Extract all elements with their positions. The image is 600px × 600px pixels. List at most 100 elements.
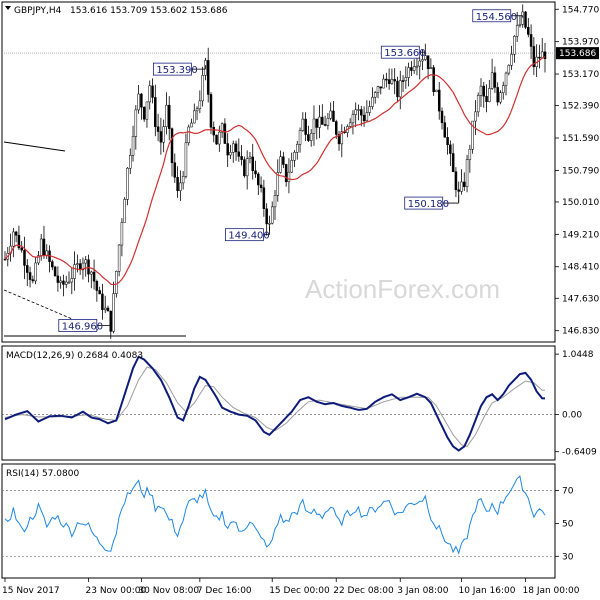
candle-body [103, 307, 107, 311]
candle-body [98, 290, 101, 295]
candle-body [348, 122, 352, 127]
macd-line [4, 355, 545, 452]
time-tick-label: 22 Dec 08:00 [333, 586, 394, 596]
candle-body [76, 263, 79, 265]
time-tick-label: 15 Nov 2017 [2, 586, 60, 596]
candle-body [254, 170, 257, 175]
candle-body [543, 51, 547, 59]
macd-tick-label: -0.6409 [562, 448, 597, 458]
time-tick-label: 30 Nov 08:00 [138, 586, 199, 596]
candle-body [231, 143, 235, 153]
candle-body [14, 231, 18, 236]
candle-body [259, 184, 263, 188]
candle-body [140, 93, 143, 108]
candle-body [115, 271, 118, 294]
candle-body [42, 238, 46, 256]
annotation-label: 153.390 [156, 65, 197, 76]
candle-body [351, 114, 355, 124]
candle-body [399, 80, 402, 98]
candle-body [385, 78, 388, 81]
candle-body [53, 266, 57, 277]
candle-body [474, 111, 477, 122]
candle-body [112, 293, 115, 332]
candle-body [418, 60, 421, 67]
candle-body [265, 208, 268, 225]
candle-body [454, 171, 458, 191]
candle-body [390, 79, 394, 84]
candle-body [527, 27, 530, 35]
time-tick-label: 23 Nov 00:00 [86, 586, 147, 596]
candle-body [12, 231, 15, 247]
candle-body [482, 85, 486, 97]
trend-line-upper [3, 141, 66, 152]
watermark: ActionForex.com [305, 274, 500, 304]
candle-body [120, 222, 124, 246]
candle-body [298, 130, 302, 145]
candle-body [360, 109, 363, 116]
candle-body [181, 176, 185, 184]
candle-body [493, 72, 497, 88]
candle-body [415, 65, 419, 68]
candle-body [81, 262, 85, 271]
candle-body [463, 181, 466, 187]
candle-body [290, 160, 293, 173]
candle-body [401, 80, 405, 82]
candle-body [393, 79, 396, 82]
candle-body [282, 156, 285, 165]
candle-body [145, 101, 149, 120]
candle-body [212, 127, 216, 136]
candle-body [437, 89, 441, 112]
candle-body [248, 156, 252, 159]
candle-body [334, 121, 338, 135]
price-layer: 153.390 149.400 146.960 153.660 150.180 154.5… [2, 4, 555, 339]
annotation-box [225, 228, 264, 242]
candle-body [237, 151, 241, 157]
candle-body [373, 92, 377, 98]
candle-body [251, 156, 254, 172]
moving-average-line [4, 56, 546, 286]
candle-body [270, 206, 274, 224]
candle-body [156, 126, 160, 132]
candle-body [223, 123, 227, 144]
price-tick-label: 154.770 [562, 5, 599, 15]
candle-body [368, 106, 371, 113]
candle-body [354, 109, 357, 115]
candle-body [312, 118, 316, 134]
candle-body [499, 92, 502, 103]
price-tick-label: 150.010 [562, 198, 599, 208]
candle-body [109, 310, 113, 332]
candle-body [220, 123, 224, 133]
candle-body [321, 116, 324, 125]
candle-body [318, 116, 321, 128]
candle-body [184, 142, 188, 177]
candle-body [357, 109, 360, 111]
rsi-label: RSI(14) 57.0800 [6, 469, 79, 479]
candle-body [56, 275, 60, 283]
price-tick-label: 147.630 [562, 294, 599, 304]
candle-body [443, 122, 447, 138]
candle-body [131, 136, 135, 156]
time-tick-label: 3 Jan 08:00 [397, 586, 449, 596]
candle-body [106, 307, 110, 312]
candle-body [376, 86, 380, 93]
candle-body [412, 66, 416, 71]
macd-tick-label: 1.0448 [562, 350, 594, 360]
candle-body [170, 128, 174, 163]
candle-body [28, 272, 32, 280]
candle-body [449, 144, 452, 154]
candle-body [218, 131, 221, 145]
candle-body [59, 280, 62, 283]
candle-body [148, 85, 151, 103]
candle-body [496, 87, 499, 103]
axis-layer: 154.770 153.970 153.170 152.390 151.590 150.7… [2, 5, 599, 596]
time-tick-label: 10 Jan 16:00 [458, 586, 515, 596]
annotation-label: 153.660 [384, 48, 425, 59]
candle-body [262, 187, 266, 209]
symbol-header: GBPJPY,H4 [14, 6, 62, 16]
annotation-label: 154.560 [476, 12, 517, 23]
candle-body [39, 238, 43, 256]
candle-body [304, 118, 307, 135]
candle-body [123, 199, 126, 223]
candle-body [268, 222, 271, 225]
